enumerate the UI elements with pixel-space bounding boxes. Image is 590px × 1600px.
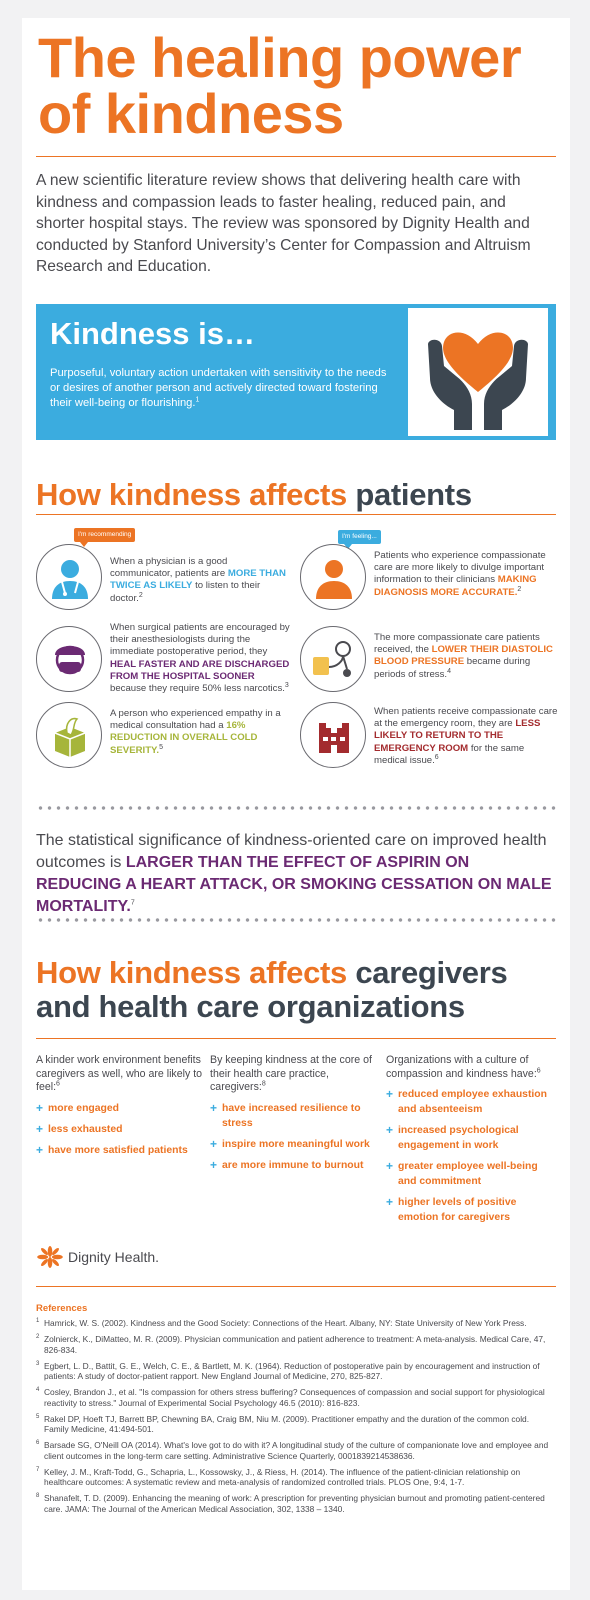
divider bbox=[36, 156, 556, 157]
reference-item: 2 Zolnierck, K., DiMatteo, M. R. (2009). … bbox=[36, 1333, 546, 1355]
divider bbox=[36, 1286, 556, 1287]
patients-heading-gray: patients bbox=[355, 477, 472, 512]
kindness-title: Kindness is… bbox=[50, 316, 255, 351]
page-title: The healing power of kindness bbox=[38, 30, 558, 142]
references-title: References bbox=[36, 1303, 88, 1314]
tissue-box-icon bbox=[36, 702, 102, 768]
benefit-list: + reduced employee exhaustion and absente… bbox=[386, 1087, 558, 1225]
benefit-list: + more engaged + less exhausted + have more… bbox=[36, 1101, 204, 1158]
dignity-health-logo-text: Dignity Health. bbox=[68, 1249, 160, 1265]
list-item: + have more satisfied patients bbox=[36, 1142, 188, 1157]
list-item: + less exhausted bbox=[36, 1121, 123, 1136]
reference-item: 5 Rakel DP, Hoeft TJ, Barrett BP, Chewnin… bbox=[36, 1413, 530, 1435]
list-item: + increased psychological engagement in w… bbox=[386, 1123, 519, 1151]
column-intro: By keeping kindness at the core of their… bbox=[210, 1054, 372, 1093]
speech-bubble: I'm recommending bbox=[74, 528, 136, 547]
list-item: + more engaged bbox=[36, 1100, 120, 1115]
dotted-divider bbox=[36, 918, 556, 922]
hospital-icon bbox=[300, 702, 366, 768]
dotted-divider bbox=[36, 806, 556, 810]
references-list: 1 Hamrick, W. S. (2002). Kindness and the… bbox=[36, 1318, 556, 1520]
list-item: + are more immune to burnout bbox=[210, 1157, 364, 1172]
patient-fact-2: Patients who experience compassionate ca… bbox=[374, 550, 546, 598]
divider bbox=[36, 1038, 556, 1039]
patients-heading: How kindness affects patients bbox=[36, 478, 472, 512]
patient-fact-1: When a physician is a good communicator,… bbox=[110, 556, 286, 604]
caregivers-heading-line-2: and health care organizations bbox=[36, 989, 465, 1024]
patient-icon bbox=[300, 544, 366, 610]
reference-item: 1 Hamrick, W. S. (2002). Kindness and the… bbox=[36, 1318, 527, 1328]
patient-fact-5: A person who experienced empathy in a me… bbox=[110, 708, 281, 756]
caregiver-column-3: Organizations with a culture of compassi… bbox=[386, 1054, 558, 1231]
statistical-significance-text: The statistical significance of kindness… bbox=[36, 832, 552, 915]
benefit-list: + have increased resilience to stress + in… bbox=[210, 1101, 378, 1173]
caregivers-heading: How kindness affects caregivers and heal… bbox=[36, 955, 508, 1024]
title-line-2: of kindness bbox=[38, 82, 344, 145]
dignity-health-logo-icon bbox=[37, 1246, 63, 1268]
infographic: The healing power of kindness A new scie… bbox=[22, 18, 570, 1590]
doctor-icon bbox=[36, 544, 102, 610]
list-item: + inspire more meaningful work bbox=[210, 1136, 370, 1151]
reference-item: 7 Kelley, J. M., Kraft-Todd, G., Schapria… bbox=[36, 1466, 521, 1488]
title-line-1: The healing power bbox=[38, 26, 522, 89]
patient-fact-4: The more compassionate care patients rec… bbox=[374, 632, 553, 680]
caregiver-column-1: A kinder work environment benefits careg… bbox=[36, 1054, 204, 1164]
list-item: + higher levels of positive emotion for c… bbox=[386, 1195, 517, 1223]
patient-fact-3: When surgical patients are encouraged by… bbox=[110, 622, 290, 695]
column-intro: A kinder work environment benefits careg… bbox=[36, 1054, 203, 1093]
hands-heart-icon bbox=[408, 308, 548, 436]
kindness-description: Purposeful, voluntary action undertaken … bbox=[50, 367, 387, 409]
list-item: + reduced employee exhaustion and absente… bbox=[386, 1087, 547, 1115]
surgeon-icon bbox=[36, 626, 102, 692]
patient-fact-6: When patients receive compassionate care… bbox=[374, 706, 558, 766]
reference-item: 8 Shanafelt, T. D. (2009). Enhancing the … bbox=[36, 1493, 545, 1515]
column-intro: Organizations with a culture of compassi… bbox=[386, 1054, 541, 1080]
caregivers-heading-orange: How kindness affects bbox=[36, 955, 347, 990]
caregiver-column-2: By keeping kindness at the core of their… bbox=[210, 1054, 378, 1179]
speech-bubble: I'm feeling... bbox=[338, 530, 381, 549]
list-item: + greater employee well-being and commitm… bbox=[386, 1159, 538, 1187]
kindness-definition-box: Kindness is… Purposeful, voluntary actio… bbox=[36, 304, 556, 440]
reference-item: 6 Barsade SG, O'Neill OA (2014). What's l… bbox=[36, 1440, 549, 1461]
blood-pressure-icon bbox=[300, 626, 366, 692]
list-item: + have increased resilience to stress bbox=[210, 1100, 361, 1129]
reference-item: 4 Cosley, Brandon J., et al. "Is compassi… bbox=[36, 1387, 545, 1408]
reference-item: 3 Egbert, L. D., Battit, G. E., Welch, C.… bbox=[36, 1360, 540, 1382]
intro-text: A new scientific literature review shows… bbox=[36, 172, 531, 275]
divider bbox=[36, 514, 556, 515]
patients-heading-orange: How kindness affects bbox=[36, 477, 347, 512]
caregivers-heading-gray: caregivers bbox=[355, 955, 508, 990]
